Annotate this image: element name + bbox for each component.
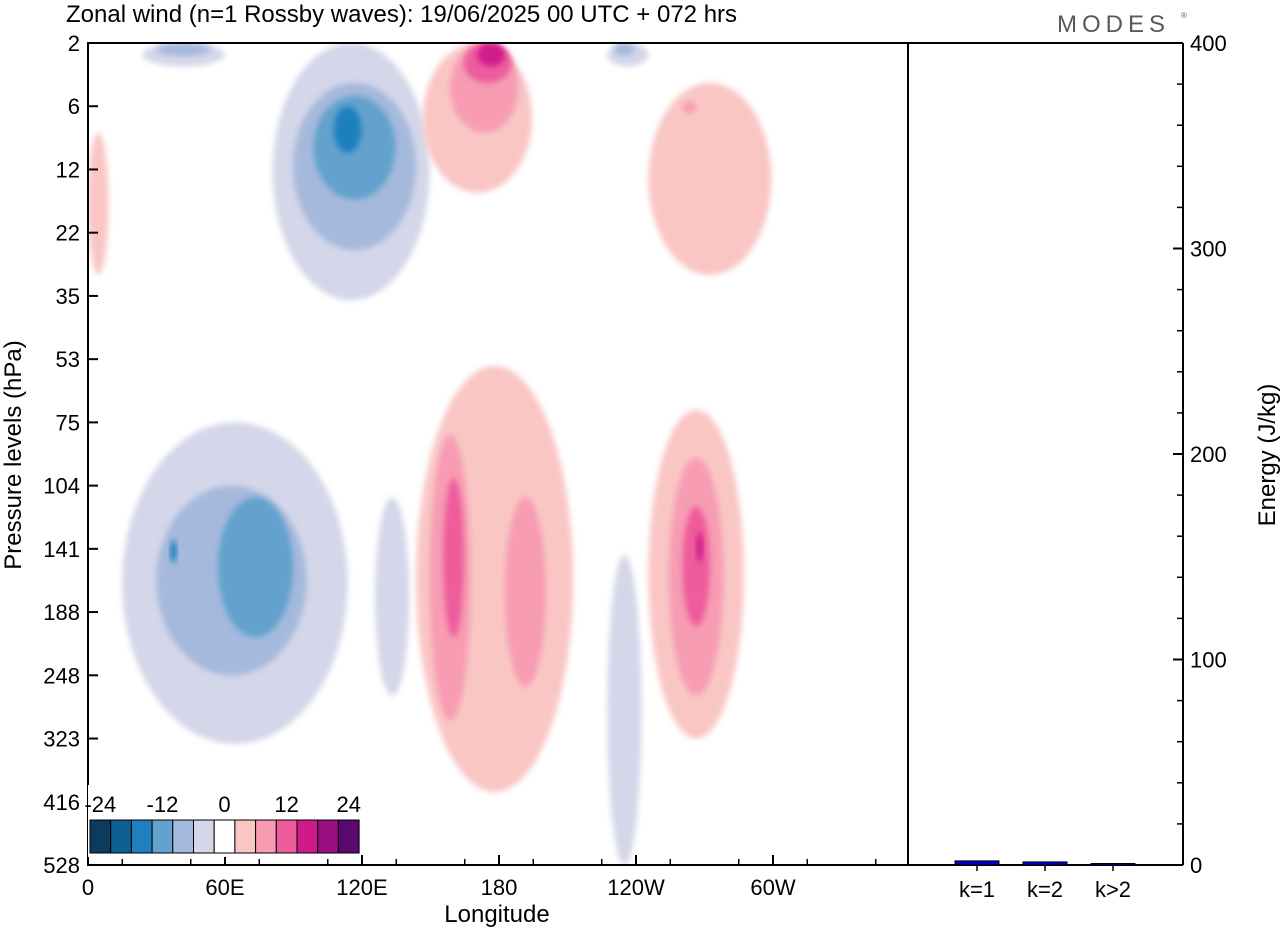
energy-bar <box>1090 863 1136 866</box>
wavenumber-label: k>2 <box>1095 877 1131 902</box>
x-tick-label: 180 <box>481 875 518 900</box>
y-tick-label: 2 <box>68 31 80 56</box>
x-tick-label: 0 <box>82 875 94 900</box>
colorbar-tick-label: -12 <box>147 792 179 817</box>
longitude-ticks: 0 60E 120E 180 120W 60W <box>82 855 877 900</box>
negative-wind-contour <box>217 497 293 638</box>
colorbar-swatch <box>234 819 257 854</box>
energy-tick-label: 0 <box>1190 853 1202 878</box>
colorbar-swatch <box>255 819 277 854</box>
positive-wind-contour <box>696 531 703 563</box>
colorbar-swatch <box>296 819 319 854</box>
wavenumber-label: k=1 <box>959 877 995 902</box>
y-tick-label: 35 <box>56 284 80 309</box>
y-tick-label: 22 <box>56 221 80 246</box>
y-tick-label: 104 <box>43 474 80 499</box>
colorbar-swatch <box>213 819 236 854</box>
energy-bars <box>954 860 1136 866</box>
x-tick-label: 60W <box>750 875 795 900</box>
negative-wind-contour <box>614 43 635 56</box>
colorbar-swatch <box>89 819 112 854</box>
colorbar-tick-label: 24 <box>337 792 361 817</box>
wavenumber-ticks: k=1 k=2 k>2 <box>959 865 1131 902</box>
energy-tick-label: 300 <box>1190 237 1227 262</box>
energy-axis-label: Energy (J/kg) <box>1254 384 1280 527</box>
energy-tick-label: 100 <box>1190 648 1227 673</box>
colorbar-swatch <box>275 819 298 854</box>
energy-bar <box>954 860 1000 866</box>
colorbar-tick-label: 0 <box>218 792 230 817</box>
negative-wind-contour <box>375 497 410 696</box>
positive-wind-contour <box>88 132 109 275</box>
positive-wind-contour <box>443 478 464 638</box>
positive-wind-contour <box>477 43 505 67</box>
negative-wind-contour <box>156 43 212 56</box>
colorbar-tick-label: 12 <box>274 792 298 817</box>
y-tick-label: 6 <box>68 94 80 119</box>
x-tick-label: 120W <box>607 875 665 900</box>
colorbar: -24 -12 0 12 24 <box>84 785 362 857</box>
pressure-ticks: 2 6 12 22 35 53 75 104 141 188 248 323 416 528 <box>43 31 98 878</box>
positive-wind-contour <box>504 497 546 687</box>
y-tick-label: 12 <box>56 157 80 182</box>
positive-wind-contour <box>682 506 710 627</box>
registered-icon: ® <box>1181 11 1187 20</box>
energy-tick-label: 200 <box>1190 442 1227 467</box>
colorbar-swatch <box>193 819 215 854</box>
positive-wind-contour <box>682 101 697 114</box>
modes-logo: MODES <box>1057 11 1170 38</box>
colorbar-swatch <box>151 819 174 854</box>
energy-bar <box>1022 861 1068 866</box>
wavenumber-label: k=2 <box>1027 877 1063 902</box>
x-axis-label: Longitude <box>444 901 549 928</box>
colorbar-tick-label: -24 <box>84 792 116 817</box>
energy-ticks: 0 100 200 300 400 <box>1173 31 1227 878</box>
contour-field <box>88 43 772 865</box>
y-tick-label: 323 <box>43 727 80 752</box>
y-tick-label: 528 <box>43 853 80 878</box>
x-tick-label: 60E <box>205 875 244 900</box>
negative-wind-contour <box>607 554 642 865</box>
y-tick-label: 188 <box>43 600 80 625</box>
y-axis-label: Pressure levels (hPa) <box>0 340 27 569</box>
negative-wind-contour <box>170 539 177 563</box>
colorbar-swatch <box>317 819 339 854</box>
y-tick-label: 141 <box>43 537 80 562</box>
x-tick-label: 120E <box>336 875 387 900</box>
colorbar-swatch <box>110 819 132 854</box>
energy-tick-label: 400 <box>1190 31 1227 56</box>
colorbar-swatch <box>172 819 195 854</box>
y-tick-label: 53 <box>56 347 80 372</box>
y-tick-label: 416 <box>43 790 80 815</box>
y-tick-label: 75 <box>56 410 80 435</box>
y-tick-label: 248 <box>43 663 80 688</box>
colorbar-swatch <box>130 819 153 854</box>
negative-wind-contour <box>334 106 362 153</box>
positive-wind-contour <box>648 82 772 275</box>
colorbar-swatch <box>337 819 360 854</box>
chart-title: Zonal wind (n=1 Rossby waves): 19/06/202… <box>66 1 737 28</box>
